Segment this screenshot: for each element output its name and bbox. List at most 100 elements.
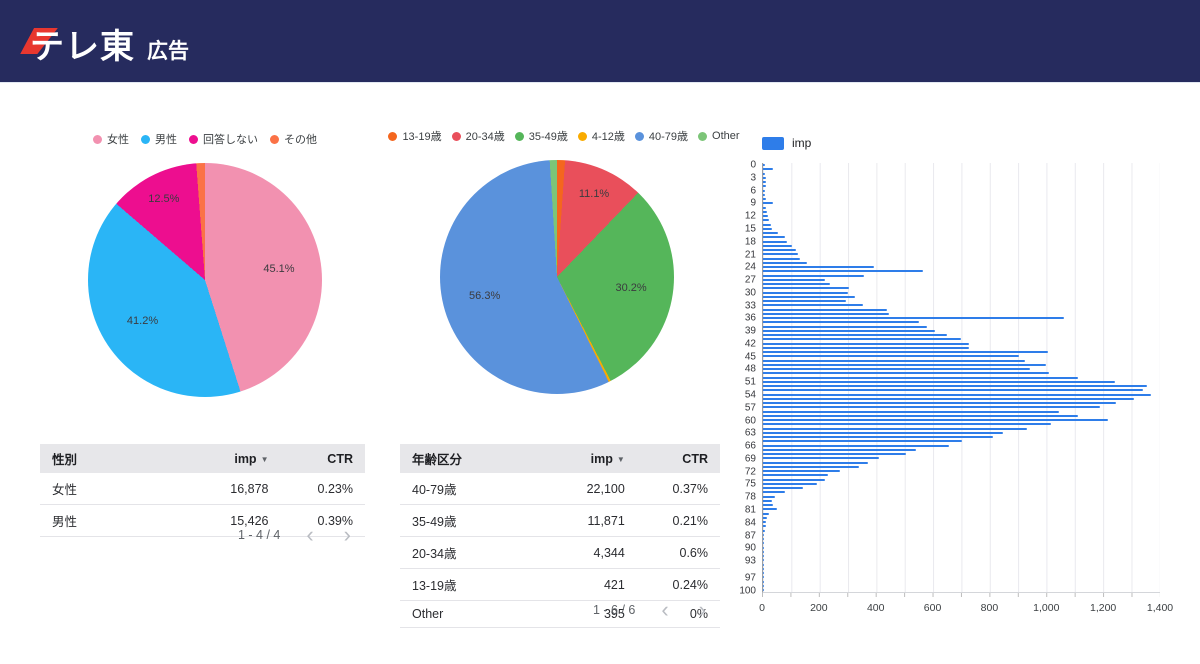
bar-row-age-86[interactable] [763,529,1160,533]
bar-row-age-90[interactable] [763,546,1160,550]
bar-row-age-55[interactable] [763,397,1160,401]
bar-row-age-20[interactable] [763,248,1160,252]
bar-row-age-58[interactable] [763,410,1160,414]
bar-row-age-2[interactable] [763,172,1160,176]
bar-row-age-57[interactable] [763,405,1160,409]
bar-row-age-66[interactable] [763,444,1160,448]
bar-row-age-64[interactable] [763,435,1160,439]
bar-row-age-52[interactable] [763,384,1160,388]
bar-row-age-31[interactable] [763,295,1160,299]
bar-row-age-5[interactable] [763,184,1160,188]
bar-row-age-70[interactable] [763,461,1160,465]
bar-row-age-10[interactable] [763,206,1160,210]
table-row[interactable]: 男性 15,426 0.39% [40,504,365,537]
column-header-ctr[interactable]: CTR [280,444,365,473]
bar-row-age-39[interactable] [763,329,1160,333]
column-header-age-group[interactable]: 年齢区分 [400,444,541,473]
bar-row-age-81[interactable] [763,507,1160,511]
bar-row-age-3[interactable] [763,176,1160,180]
bar-row-age-51[interactable] [763,380,1160,384]
bar-row-age-14[interactable] [763,223,1160,227]
bar-row-age-26[interactable] [763,274,1160,278]
age-pie[interactable]: 11.1% 30.2% 56.3% [440,160,674,394]
bar-row-age-98[interactable] [763,580,1160,584]
bar-row-age-84[interactable] [763,520,1160,524]
column-header-imp[interactable]: imp ▼ [183,444,281,473]
bar-row-age-87[interactable] [763,533,1160,537]
bar-row-age-47[interactable] [763,363,1160,367]
bar-row-age-33[interactable] [763,303,1160,307]
bar-row-age-73[interactable] [763,473,1160,477]
bar-row-age-40[interactable] [763,333,1160,337]
bar-row-age-91[interactable] [763,550,1160,554]
bar-row-age-18[interactable] [763,240,1160,244]
bar-row-age-37[interactable] [763,320,1160,324]
bar-row-age-50[interactable] [763,376,1160,380]
bar-row-age-15[interactable] [763,227,1160,231]
bar-row-age-9[interactable] [763,201,1160,205]
bar-row-age-30[interactable] [763,291,1160,295]
bar-row-age-41[interactable] [763,337,1160,341]
bar-row-age-13[interactable] [763,218,1160,222]
bar-row-age-56[interactable] [763,401,1160,405]
bar-row-age-76[interactable] [763,486,1160,490]
column-header-ctr[interactable]: CTR [636,444,720,473]
bar-row-age-35[interactable] [763,312,1160,316]
bar-row-age-17[interactable] [763,235,1160,239]
bar-row-age-63[interactable] [763,431,1160,435]
bar-row-age-49[interactable] [763,371,1160,375]
table-row[interactable]: 20-34歳 4,344 0.6% [400,536,720,569]
table-row[interactable]: 35-49歳 11,871 0.21% [400,504,720,537]
bar-row-age-65[interactable] [763,439,1160,443]
bar-row-age-38[interactable] [763,325,1160,329]
bar-row-age-100[interactable] [763,588,1160,592]
table-row[interactable]: 13-19歳 421 0.24% [400,568,720,601]
bar-row-age-68[interactable] [763,452,1160,456]
bar-row-age-43[interactable] [763,346,1160,350]
bar-row-age-69[interactable] [763,456,1160,460]
prev-page-icon[interactable]: ‹ [661,597,669,622]
bar-row-age-34[interactable] [763,308,1160,312]
bar-row-age-7[interactable] [763,193,1160,197]
bar-row-age-93[interactable] [763,558,1160,562]
bar-row-age-19[interactable] [763,244,1160,248]
bar-row-age-24[interactable] [763,265,1160,269]
bar-row-age-96[interactable] [763,571,1160,575]
bar-row-age-61[interactable] [763,422,1160,426]
bar-row-age-83[interactable] [763,516,1160,520]
bar-row-age-45[interactable] [763,354,1160,358]
column-header-gender[interactable]: 性別 [40,444,183,473]
bar-chart-plot-area[interactable] [762,163,1160,593]
bar-row-age-92[interactable] [763,554,1160,558]
next-page-icon[interactable]: › [698,597,706,622]
bar-row-age-89[interactable] [763,541,1160,545]
bar-row-age-99[interactable] [763,584,1160,588]
bar-row-age-22[interactable] [763,257,1160,261]
bar-row-age-72[interactable] [763,469,1160,473]
bar-row-age-36[interactable] [763,316,1160,320]
bar-row-age-71[interactable] [763,465,1160,469]
table-row[interactable]: 女性 16,878 0.23% [40,473,365,505]
bar-row-age-77[interactable] [763,490,1160,494]
bar-row-age-0[interactable] [763,163,1160,167]
bar-row-age-82[interactable] [763,512,1160,516]
bar-row-age-1[interactable] [763,167,1160,171]
bar-row-age-94[interactable] [763,563,1160,567]
bar-row-age-23[interactable] [763,261,1160,265]
bar-row-age-27[interactable] [763,278,1160,282]
bar-row-age-53[interactable] [763,388,1160,392]
bar-row-age-4[interactable] [763,180,1160,184]
bar-row-age-54[interactable] [763,393,1160,397]
bar-row-age-75[interactable] [763,482,1160,486]
bar-row-age-97[interactable] [763,575,1160,579]
bar-row-age-67[interactable] [763,448,1160,452]
bar-row-age-6[interactable] [763,189,1160,193]
bar-row-age-85[interactable] [763,524,1160,528]
bar-row-age-42[interactable] [763,342,1160,346]
next-page-icon[interactable]: › [343,522,351,547]
table-row[interactable]: Other 395 0% [400,600,720,628]
table-row[interactable]: 40-79歳 22,100 0.37% [400,473,720,505]
bar-row-age-25[interactable] [763,269,1160,273]
column-header-imp[interactable]: imp ▼ [540,444,637,473]
bar-row-age-88[interactable] [763,537,1160,541]
